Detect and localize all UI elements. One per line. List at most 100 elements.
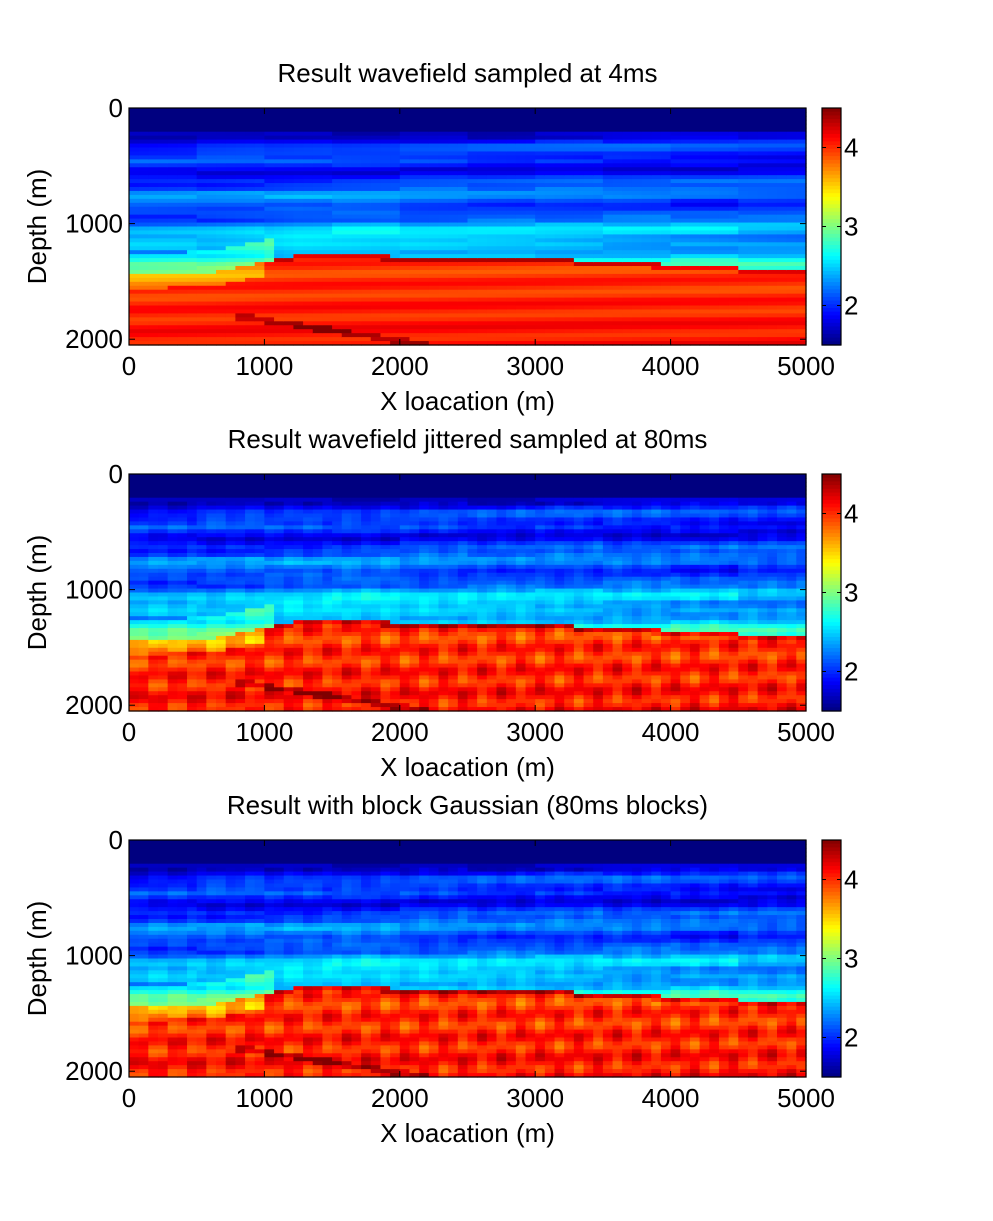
heatmap-cell xyxy=(525,139,536,145)
heatmap-cell xyxy=(641,159,652,164)
heatmap-cell xyxy=(612,266,623,271)
heatmap-cell xyxy=(573,206,585,212)
heatmap-cell xyxy=(225,707,236,712)
heatmap-cell xyxy=(651,202,662,208)
heatmap-cell xyxy=(148,242,159,247)
heatmap-cell xyxy=(380,127,391,133)
heatmap-cell xyxy=(303,198,314,204)
heatmap-cell xyxy=(486,289,498,295)
heatmap-cell xyxy=(322,230,333,235)
heatmap-cell xyxy=(254,187,265,192)
heatmap-cell xyxy=(274,309,285,314)
heatmap-cell xyxy=(709,139,720,145)
heatmap-cell xyxy=(641,309,652,314)
heatmap-cell xyxy=(728,143,739,149)
heatmap-cell xyxy=(544,234,556,239)
heatmap-cell xyxy=(709,155,720,160)
heatmap-cell xyxy=(535,190,546,196)
heatmap-cell xyxy=(486,337,498,342)
heatmap-cell xyxy=(187,309,198,314)
heatmap-cell xyxy=(293,167,304,172)
heatmap-cell xyxy=(409,289,420,295)
heatmap-cell xyxy=(525,281,536,287)
heatmap-cell xyxy=(796,163,807,168)
heatmap-cell xyxy=(583,309,594,314)
heatmap-cell xyxy=(274,115,285,121)
heatmap-cell xyxy=(177,222,188,228)
heatmap-cell xyxy=(390,131,401,137)
heatmap-cell xyxy=(138,493,149,499)
heatmap-cell xyxy=(409,273,420,279)
heatmap-cell xyxy=(264,155,275,160)
heatmap-cell xyxy=(361,206,372,212)
heatmap-cell xyxy=(129,691,140,696)
heatmap-cell xyxy=(196,497,207,503)
heatmap-cell xyxy=(448,198,459,204)
heatmap-cell xyxy=(293,187,304,192)
heatmap-cell xyxy=(506,167,517,172)
heatmap-cell xyxy=(515,289,527,295)
heatmap-cell xyxy=(554,262,565,267)
heatmap-cell xyxy=(206,179,217,184)
heatmap-cell xyxy=(138,135,149,141)
heatmap-cell xyxy=(129,183,140,188)
heatmap-cell xyxy=(138,293,149,299)
heatmap-cell xyxy=(419,135,430,141)
heatmap-cell xyxy=(196,273,207,279)
heatmap-cell xyxy=(776,123,788,129)
colorbar-swatch xyxy=(822,115,841,120)
heatmap-cell xyxy=(689,139,701,145)
heatmap-cell xyxy=(148,262,159,267)
heatmap-cell xyxy=(409,277,420,283)
heatmap-cell xyxy=(148,663,159,669)
heatmap-cell xyxy=(158,214,169,220)
heatmap-cell xyxy=(206,301,217,307)
heatmap-cell xyxy=(312,119,324,125)
heatmap-cell xyxy=(641,171,652,176)
heatmap-cell xyxy=(216,596,227,601)
heatmap-cell xyxy=(593,210,604,216)
heatmap-cell xyxy=(641,242,652,247)
heatmap-cell xyxy=(245,198,256,204)
heatmap-cell xyxy=(167,572,178,578)
heatmap-cell xyxy=(448,163,459,168)
heatmap-cell xyxy=(554,179,565,184)
heatmap-cell xyxy=(593,273,604,279)
heatmap-cell xyxy=(525,183,536,188)
heatmap-cell xyxy=(564,159,575,164)
heatmap-cell xyxy=(341,234,353,239)
heatmap-cell xyxy=(767,321,778,326)
heatmap-cell xyxy=(602,273,614,279)
heatmap-cell xyxy=(206,159,217,164)
heatmap-cell xyxy=(641,226,652,232)
heatmap-cell xyxy=(312,171,324,176)
heatmap-cell xyxy=(535,269,546,275)
heatmap-cell xyxy=(380,234,391,239)
heatmap-cell xyxy=(206,509,217,515)
heatmap-cell xyxy=(196,293,207,299)
heatmap-cell xyxy=(167,269,178,275)
heatmap-cell xyxy=(525,305,536,311)
heatmap-cell xyxy=(399,135,411,141)
heatmap-cell xyxy=(293,242,304,247)
heatmap-cell xyxy=(554,111,565,117)
heatmap-cell xyxy=(216,159,227,164)
heatmap-cell xyxy=(399,329,411,334)
heatmap-cell xyxy=(196,683,207,688)
heatmap-cell xyxy=(767,254,778,259)
heatmap-cell xyxy=(196,517,207,522)
heatmap-cell xyxy=(225,115,236,121)
heatmap-cell xyxy=(129,501,140,507)
heatmap-cell xyxy=(718,155,730,160)
heatmap-cell xyxy=(216,592,227,598)
heatmap-cell xyxy=(196,501,207,507)
heatmap-cell xyxy=(544,329,556,334)
heatmap-cell xyxy=(631,222,643,228)
heatmap-cell xyxy=(283,262,295,267)
heatmap-cell xyxy=(303,123,314,129)
heatmap-cell xyxy=(554,242,565,247)
heatmap-cell xyxy=(380,317,391,322)
heatmap-cell xyxy=(216,493,227,499)
heatmap-cell xyxy=(274,198,285,204)
colorbar-swatch xyxy=(822,178,841,183)
